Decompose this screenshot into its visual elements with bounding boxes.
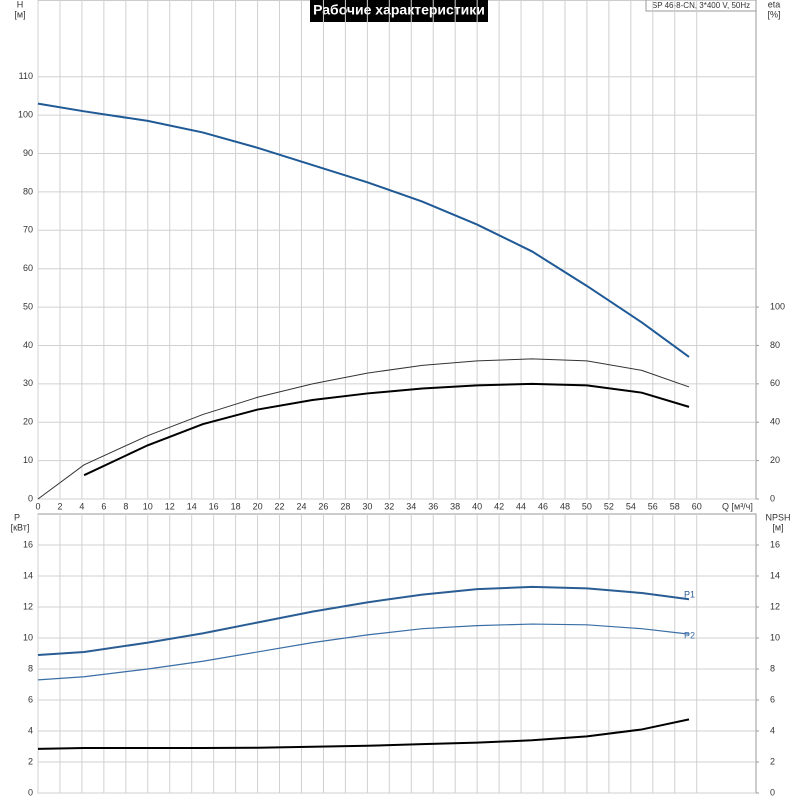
- x-tick-label: 14: [187, 501, 197, 511]
- x-tick-label: 6: [101, 501, 106, 511]
- x-tick-label: 36: [428, 501, 438, 511]
- x-tick-label: 54: [626, 501, 636, 511]
- y2-tick-label: 6: [770, 694, 775, 704]
- y-tick-label: 30: [23, 378, 33, 388]
- y-tick-label: 16: [23, 539, 33, 549]
- curve: [37, 585, 690, 657]
- bottom-plot-frame: [37, 513, 757, 794]
- y2-tick-label: 2: [770, 756, 775, 766]
- x-tick-label: 40: [472, 501, 482, 511]
- y2-label: NPSH: [765, 512, 790, 522]
- y-tick-label: 50: [23, 301, 33, 311]
- y-tick-label: 60: [23, 263, 33, 273]
- y2-unit: [м]: [772, 522, 783, 532]
- x-label: Q [м³/ч]: [722, 501, 753, 511]
- curve: [37, 718, 690, 750]
- y2-tick-label: 12: [770, 601, 780, 611]
- x-tick-label: 26: [318, 501, 328, 511]
- y-tick-label: 2: [28, 756, 33, 766]
- curve: [83, 382, 690, 477]
- top-plot-frame: [37, 0, 757, 500]
- y2-tick-label: 0: [770, 493, 775, 503]
- x-tick-label: 10: [143, 501, 153, 511]
- y-unit: [кВт]: [11, 522, 30, 532]
- y-tick-label: 10: [23, 455, 33, 465]
- y-tick-label: 0: [28, 787, 33, 797]
- x-tick-label: 46: [538, 501, 548, 511]
- curve: [37, 623, 690, 681]
- x-tick-label: 28: [340, 501, 350, 511]
- y-tick-label: 20: [23, 417, 33, 427]
- y2-tick-label: 10: [770, 632, 780, 642]
- curve-label: P1: [684, 590, 695, 600]
- x-tick-label: 38: [450, 501, 460, 511]
- x-tick-label: 2: [57, 501, 62, 511]
- x-tick-label: 30: [362, 501, 372, 511]
- y-tick-label: 70: [23, 225, 33, 235]
- y2-tick-label: 20: [770, 455, 780, 465]
- y-label: H: [17, 0, 24, 9]
- curve: [37, 358, 690, 500]
- x-tick-label: 50: [582, 501, 592, 511]
- y-label: P: [14, 512, 20, 522]
- y-tick-label: 6: [28, 694, 33, 704]
- y2-tick-label: 14: [770, 570, 780, 580]
- curve-label: P2: [684, 631, 695, 641]
- y-tick-label: 110: [19, 71, 33, 81]
- y2-unit: [%]: [767, 9, 780, 19]
- y-unit: [м]: [14, 9, 25, 19]
- y-tick-label: 80: [23, 186, 33, 196]
- curve: [37, 102, 690, 358]
- y-tick-label: 100: [18, 110, 33, 120]
- y2-tick-label: 0: [770, 787, 775, 797]
- y-tick-label: 40: [23, 340, 33, 350]
- y2-tick-label: 8: [770, 663, 775, 673]
- x-tick-label: 58: [670, 501, 680, 511]
- title-box: [310, 0, 488, 22]
- x-tick-label: 12: [165, 501, 175, 511]
- x-tick-label: 4: [79, 501, 84, 511]
- subtitle: SP 46-8-CN, 3*400 V, 50Hz: [652, 1, 750, 10]
- x-tick-label: 32: [384, 501, 394, 511]
- y2-tick-label: 40: [770, 417, 780, 427]
- y2-tick-label: 16: [770, 539, 780, 549]
- y-tick-label: 90: [23, 148, 33, 158]
- x-tick-label: 42: [494, 501, 504, 511]
- subtitle-box: [645, 0, 757, 12]
- x-tick-label: 18: [231, 501, 241, 511]
- y-tick-label: 8: [28, 663, 33, 673]
- y-tick-label: 12: [23, 601, 33, 611]
- y2-tick-label: 80: [770, 340, 780, 350]
- x-tick-label: 52: [604, 501, 614, 511]
- y2-tick-label: 100: [770, 301, 785, 311]
- chart-title: Рабочие характеристики: [313, 2, 485, 18]
- y-tick-label: 0: [28, 493, 33, 503]
- x-tick-label: 56: [648, 501, 658, 511]
- y-tick-label: 4: [28, 725, 33, 735]
- x-tick-label: 48: [560, 501, 570, 511]
- y2-tick-label: 60: [770, 378, 780, 388]
- x-tick-label: 34: [406, 501, 416, 511]
- y-tick-label: 10: [23, 632, 33, 642]
- x-tick-label: 22: [275, 501, 285, 511]
- x-tick-label: 16: [209, 501, 219, 511]
- x-tick-label: 44: [516, 501, 526, 511]
- x-tick-label: 8: [123, 501, 128, 511]
- x-tick-label: 60: [692, 501, 702, 511]
- y-tick-label: 14: [23, 570, 33, 580]
- x-tick-label: 24: [296, 501, 306, 511]
- x-tick-label: 20: [253, 501, 263, 511]
- y2-label: eta: [768, 0, 781, 9]
- x-tick-label: 0: [35, 501, 40, 511]
- y2-tick-label: 4: [770, 725, 775, 735]
